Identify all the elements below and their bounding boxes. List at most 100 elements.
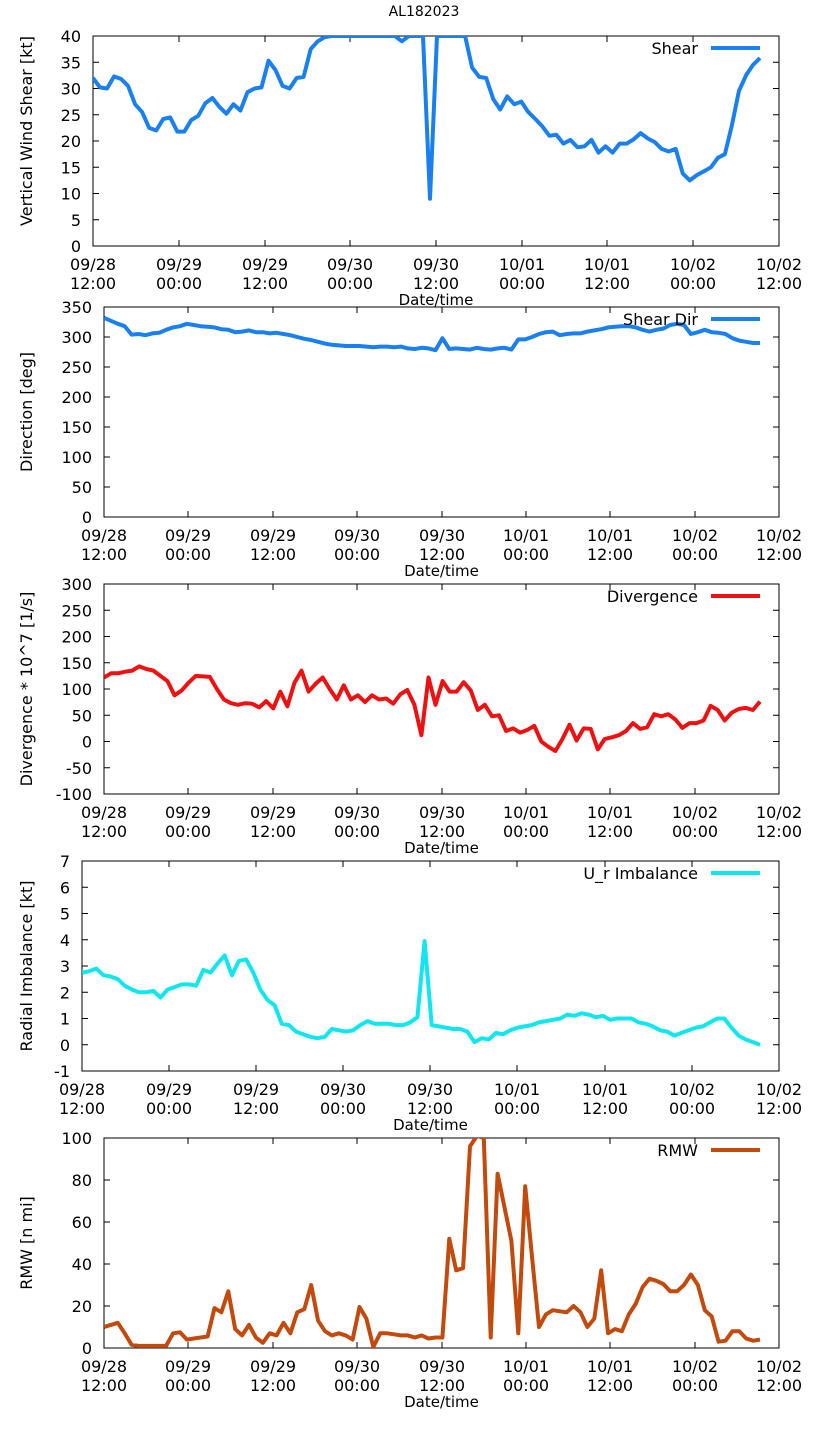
x-tick-label-date: 10/02	[756, 255, 802, 274]
y-tick-label: 10	[61, 185, 81, 204]
x-tick-label-date: 10/02	[672, 526, 718, 545]
x-tick-label-time: 00:00	[327, 274, 373, 293]
y-tick-label: 5	[71, 211, 81, 230]
x-tick-label-date: 09/29	[233, 1080, 279, 1099]
y-tick-label: 7	[60, 852, 70, 871]
y-axis-label: Vertical Wind Shear [kt]	[17, 36, 36, 226]
x-tick-label-time: 12:00	[584, 274, 630, 293]
y-tick-label: 40	[72, 1255, 92, 1274]
x-tick-label-time: 00:00	[165, 822, 211, 841]
x-tick-label-date: 09/30	[419, 526, 465, 545]
x-tick-label-date: 10/01	[587, 803, 633, 822]
figure-title: AL182023	[389, 4, 460, 20]
x-tick-label-date: 09/28	[81, 803, 127, 822]
x-tick-label-time: 00:00	[503, 822, 549, 841]
x-tick-label-date: 09/28	[81, 1357, 127, 1376]
x-tick-label-time: 12:00	[756, 1376, 802, 1395]
y-tick-label: -50	[66, 759, 92, 778]
x-tick-label-date: 09/29	[250, 526, 296, 545]
x-tick-label-time: 00:00	[165, 1376, 211, 1395]
x-tick-label-date: 10/01	[582, 1080, 628, 1099]
x-tick-label-time: 12:00	[587, 822, 633, 841]
x-tick-label-time: 00:00	[672, 545, 718, 564]
y-tick-label: 6	[60, 878, 70, 897]
y-tick-label: 0	[82, 508, 92, 527]
x-tick-label-time: 12:00	[582, 1099, 628, 1118]
y-tick-label: 100	[61, 1129, 92, 1148]
y-tick-label: 250	[61, 601, 92, 620]
y-tick-label: 50	[72, 706, 92, 725]
x-tick-label-date: 10/01	[587, 1357, 633, 1376]
x-tick-label-time: 12:00	[587, 1376, 633, 1395]
x-tick-label-date: 09/30	[413, 255, 459, 274]
x-tick-label-time: 00:00	[672, 1376, 718, 1395]
y-tick-label: 40	[61, 27, 81, 46]
series-line-shear-dir	[104, 315, 760, 353]
series-line-u-r-imbalance	[82, 939, 761, 1047]
y-axis-label: Divergence * 10^7 [1/s]	[17, 592, 36, 787]
x-tick-label-time: 12:00	[756, 822, 802, 841]
x-tick-label-date: 10/02	[669, 1080, 715, 1099]
x-tick-label-time: 12:00	[413, 274, 459, 293]
x-tick-label-date: 09/30	[419, 803, 465, 822]
x-tick-label-date: 09/29	[250, 1357, 296, 1376]
x-tick-label-time: 12:00	[233, 1099, 279, 1118]
y-tick-label: -1	[54, 1062, 70, 1081]
x-tick-label-date: 09/29	[165, 1357, 211, 1376]
x-axis-label: Date/time	[393, 1116, 468, 1134]
y-tick-label: 1	[60, 1010, 70, 1029]
x-tick-label-time: 00:00	[503, 1376, 549, 1395]
x-tick-label-time: 12:00	[756, 545, 802, 564]
y-tick-label: 300	[61, 328, 92, 347]
x-tick-label-time: 12:00	[81, 822, 127, 841]
legend-label: Shear	[651, 39, 698, 58]
y-axis-label: RMW [n mi]	[17, 1196, 36, 1290]
x-tick-label-date: 10/02	[756, 526, 802, 545]
y-tick-label: 0	[82, 1339, 92, 1358]
y-tick-label: 80	[72, 1171, 92, 1190]
x-tick-label-time: 12:00	[250, 822, 296, 841]
x-tick-label-time: 12:00	[587, 545, 633, 564]
y-tick-label: 4	[60, 931, 70, 950]
x-tick-label-date: 10/01	[499, 255, 545, 274]
y-tick-label: 5	[60, 905, 70, 924]
x-tick-label-date: 10/01	[503, 803, 549, 822]
x-tick-label-date: 09/29	[250, 803, 296, 822]
y-tick-label: 0	[60, 1036, 70, 1055]
y-tick-label: 20	[61, 132, 81, 151]
x-tick-label-date: 09/30	[334, 1357, 380, 1376]
panel-1: 051015202530354009/2812:0009/2900:0009/2…	[17, 27, 802, 309]
y-tick-label: 200	[61, 388, 92, 407]
x-tick-label-date: 10/01	[494, 1080, 540, 1099]
x-tick-label-date: 09/28	[59, 1080, 105, 1099]
x-tick-label-date: 09/28	[81, 526, 127, 545]
panel-5: 02040608010009/2812:0009/2900:0009/2912:…	[17, 1129, 802, 1411]
series-line-rmw	[104, 1138, 761, 1348]
x-tick-label-date: 09/29	[165, 526, 211, 545]
y-tick-label: 35	[61, 53, 81, 72]
x-tick-label-date: 10/01	[503, 1357, 549, 1376]
series-line-divergence	[104, 664, 762, 753]
panel-2: 05010015020025030035009/2812:0009/2900:0…	[17, 298, 802, 580]
y-tick-label: 2	[60, 983, 70, 1002]
y-tick-label: 15	[61, 158, 81, 177]
y-tick-label: 0	[71, 237, 81, 256]
x-tick-label-time: 12:00	[70, 274, 116, 293]
x-tick-label-time: 00:00	[669, 1099, 715, 1118]
y-tick-label: -100	[56, 785, 92, 804]
x-tick-label-time: 00:00	[494, 1099, 540, 1118]
y-tick-label: 100	[61, 680, 92, 699]
x-tick-label-date: 09/30	[334, 803, 380, 822]
x-tick-label-time: 00:00	[334, 545, 380, 564]
x-axis-label: Date/time	[404, 562, 479, 580]
y-tick-label: 30	[61, 80, 81, 99]
x-tick-label-date: 10/02	[670, 255, 716, 274]
series-line-shear	[93, 36, 762, 201]
x-tick-label-time: 00:00	[156, 274, 202, 293]
y-tick-label: 150	[61, 654, 92, 673]
y-tick-label: 200	[61, 628, 92, 647]
x-tick-label-time: 12:00	[81, 545, 127, 564]
x-tick-label-date: 09/29	[165, 803, 211, 822]
